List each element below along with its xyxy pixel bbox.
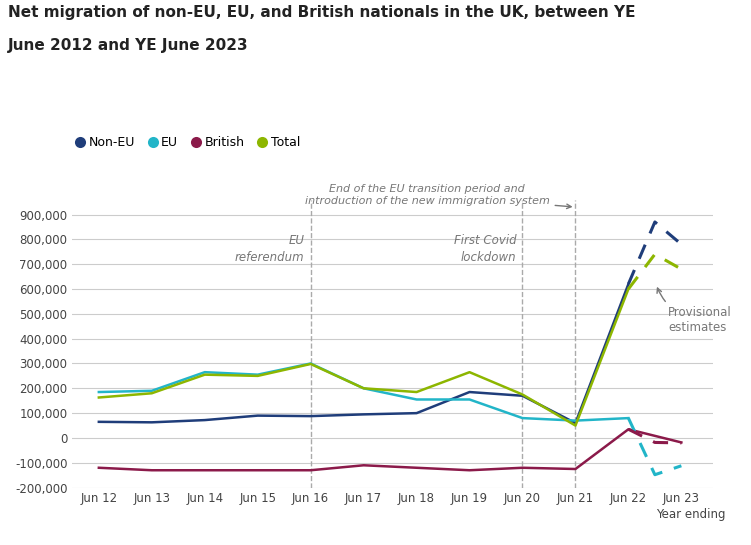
Text: EU
referendum: EU referendum bbox=[234, 234, 304, 264]
Text: Provisional
estimates: Provisional estimates bbox=[657, 288, 732, 335]
X-axis label: Year ending: Year ending bbox=[656, 508, 726, 521]
Text: End of the EU transition period and
introduction of the new immigration system: End of the EU transition period and intr… bbox=[305, 184, 571, 209]
Legend: Non-EU, EU, British, Total: Non-EU, EU, British, Total bbox=[72, 131, 305, 154]
Text: Net migration of non-EU, EU, and British nationals in the UK, between YE: Net migration of non-EU, EU, and British… bbox=[8, 5, 635, 21]
Text: First Covid
lockdown: First Covid lockdown bbox=[454, 234, 516, 264]
Text: June 2012 and YE June 2023: June 2012 and YE June 2023 bbox=[8, 38, 248, 53]
